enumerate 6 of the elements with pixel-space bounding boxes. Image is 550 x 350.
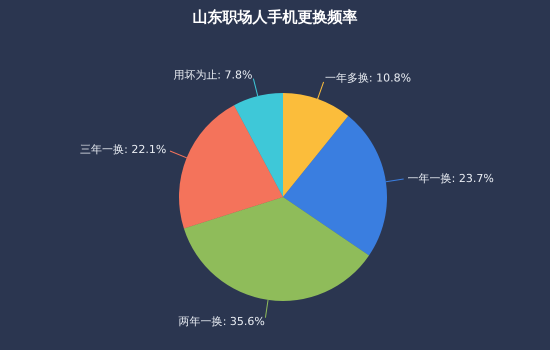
slice-label: 两年一换: 35.6% [178, 315, 265, 328]
slice-label: 一年一换: 23.7% [408, 172, 494, 185]
chart-title: 山东职场人手机更换频率 [192, 8, 358, 27]
slice-label: 三年一换: 22.1% [80, 143, 166, 156]
slice-label: 一年多换: 10.8% [324, 72, 412, 85]
slice-label: 用坏为止: 7.8% [173, 68, 252, 82]
